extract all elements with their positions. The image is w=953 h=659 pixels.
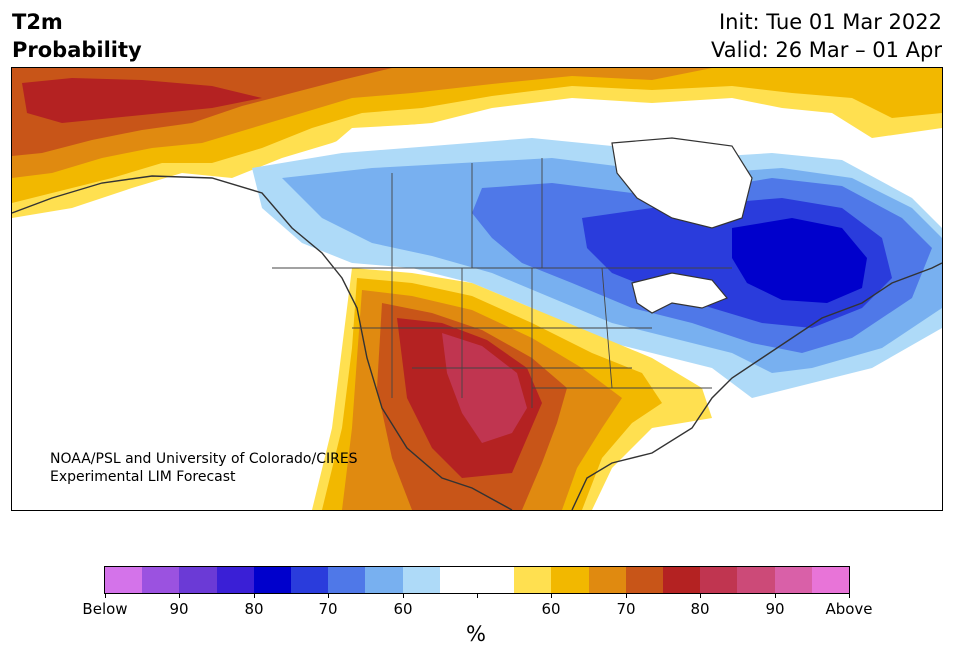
cold-below-strong bbox=[732, 218, 867, 303]
colorbar-tick-label: Below bbox=[82, 600, 128, 618]
colorbar-tick-label: Above bbox=[825, 600, 873, 618]
colorbar-tick-label: 80 bbox=[690, 600, 710, 618]
alaska-above-red bbox=[22, 78, 262, 123]
colorbar-tick bbox=[403, 593, 404, 598]
colorbar-tick-label: 70 bbox=[616, 600, 636, 618]
colorbar-tick-label: 80 bbox=[244, 600, 264, 618]
colorbar-tick bbox=[849, 593, 850, 598]
colorbar-tick bbox=[775, 593, 776, 598]
colorbar-tick-label: 60 bbox=[393, 600, 413, 618]
borders bbox=[272, 158, 732, 408]
probability-map: NOAA/PSL and University of Colorado/CIRE… bbox=[11, 67, 943, 511]
colorbar-unit: % bbox=[466, 622, 486, 646]
hudson-bay bbox=[611, 137, 753, 229]
colorbar-segment bbox=[105, 567, 143, 593]
colorbar-segment bbox=[291, 567, 329, 593]
colorbar-tick bbox=[700, 593, 701, 598]
colorbar-segment bbox=[439, 567, 478, 593]
sw-above-crimson bbox=[442, 333, 527, 443]
colorbar-tick bbox=[626, 593, 627, 598]
colorbar-tick bbox=[179, 593, 180, 598]
valid-range: Valid: 26 Mar – 01 Apr bbox=[711, 38, 942, 62]
title-line-1: T2m bbox=[12, 10, 63, 34]
colorbar-tick-label: 60 bbox=[541, 600, 561, 618]
coastline bbox=[12, 175, 942, 510]
colorbar-segment bbox=[588, 567, 626, 593]
colorbar-segment bbox=[328, 567, 366, 593]
map-canvas bbox=[12, 68, 942, 510]
colorbar-segment bbox=[551, 567, 589, 593]
colorbar-tick-label: 90 bbox=[169, 600, 189, 618]
colorbar-segment bbox=[737, 567, 775, 593]
init-date: Init: Tue 01 Mar 2022 bbox=[718, 10, 942, 34]
colorbar-segment bbox=[365, 567, 403, 593]
colorbar-segment bbox=[216, 567, 254, 593]
colorbar-segment bbox=[142, 567, 180, 593]
forecast-dates: Init: Tue 01 Mar 2022 Valid: 26 Mar – 01… bbox=[711, 8, 942, 64]
colorbar-segment bbox=[774, 567, 812, 593]
credit-text: NOAA/PSL and University of Colorado/CIRE… bbox=[50, 450, 358, 486]
credit-line-1: NOAA/PSL and University of Colorado/CIRE… bbox=[50, 451, 358, 467]
colorbar bbox=[104, 566, 850, 594]
map-title: T2m Probability bbox=[12, 8, 142, 64]
colorbar-segment bbox=[253, 567, 292, 593]
colorbar-segment bbox=[402, 567, 440, 593]
colorbar-segment bbox=[179, 567, 217, 593]
colorbar-segment bbox=[625, 567, 664, 593]
colorbar-tick bbox=[254, 593, 255, 598]
colorbar-tick-label: 90 bbox=[765, 600, 785, 618]
colorbar-tick-label: 70 bbox=[318, 600, 338, 618]
colorbar-segment bbox=[477, 567, 515, 593]
colorbar-segment bbox=[700, 567, 738, 593]
colorbar-segment bbox=[811, 567, 850, 593]
credit-line-2: Experimental LIM Forecast bbox=[50, 469, 236, 485]
great-lakes bbox=[631, 272, 728, 314]
colorbar-tick bbox=[328, 593, 329, 598]
colorbar-tick bbox=[105, 593, 106, 598]
colorbar-segment bbox=[663, 567, 701, 593]
colorbar-tick bbox=[477, 593, 478, 598]
title-line-2: Probability bbox=[12, 38, 142, 62]
colorbar-tick bbox=[551, 593, 552, 598]
colorbar-segment bbox=[514, 567, 552, 593]
